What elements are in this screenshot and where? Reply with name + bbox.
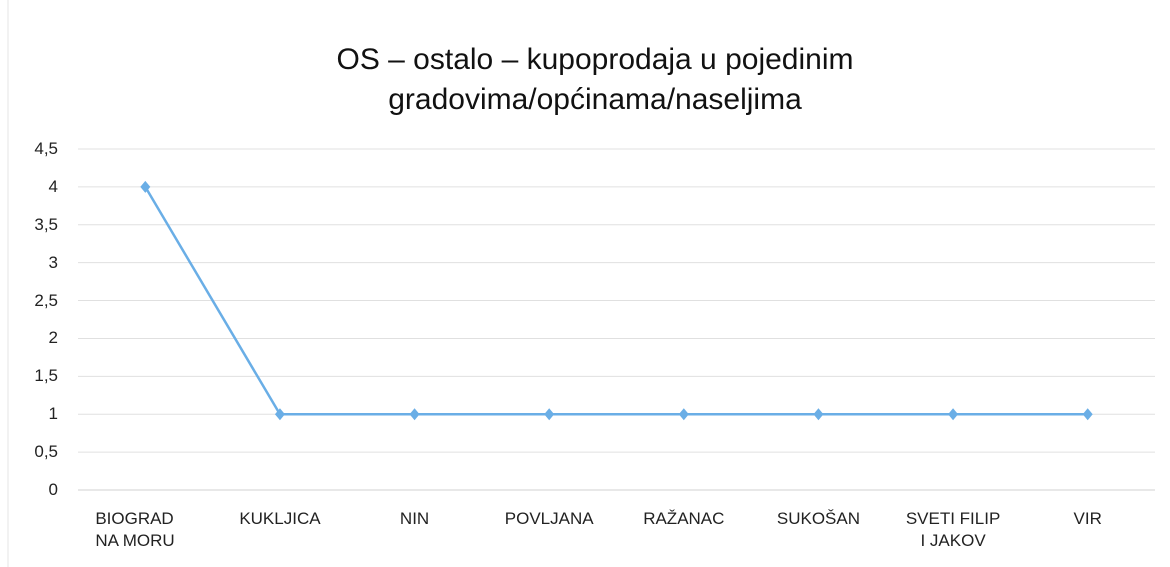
data-marker <box>274 408 285 421</box>
y-tick-label: 2,5 <box>34 290 58 310</box>
y-tick-label: 0,5 <box>34 442 58 462</box>
x-tick-label: SVETI FILIP I JAKOV <box>905 509 1001 550</box>
y-tick-label: 0 <box>48 480 58 499</box>
data-marker <box>813 408 824 421</box>
data-marker <box>409 408 420 421</box>
data-marker <box>1082 408 1093 421</box>
y-tick-label: 1 <box>48 404 58 424</box>
y-tick-label: 1,5 <box>34 366 58 386</box>
y-tick-label: 4,5 <box>34 139 58 158</box>
x-tick-label: SUKOŠAN <box>776 509 860 528</box>
data-line <box>144 186 1088 416</box>
y-tick-label: 3,5 <box>34 214 58 234</box>
data-marker <box>678 408 689 421</box>
y-tick-label: 3 <box>48 252 58 272</box>
x-tick-label: VIR <box>1073 509 1102 528</box>
y-tick-label: 4 <box>48 176 58 196</box>
x-tick-label: BIOGRAD NA MORU <box>95 509 175 550</box>
data-marker <box>948 408 959 421</box>
chart-title: OS – ostalo – kupoprodaja u pojedinim gr… <box>336 43 854 116</box>
y-tick-label: 2 <box>48 328 58 348</box>
x-tick-label: RAŽANAC <box>643 509 725 528</box>
x-tick-label: NIN <box>399 509 430 528</box>
data-marker <box>140 180 151 193</box>
data-marker <box>544 408 555 421</box>
x-tick-label: POVLJANA <box>504 509 594 528</box>
x-tick-label: KUKLJICA <box>239 509 321 528</box>
